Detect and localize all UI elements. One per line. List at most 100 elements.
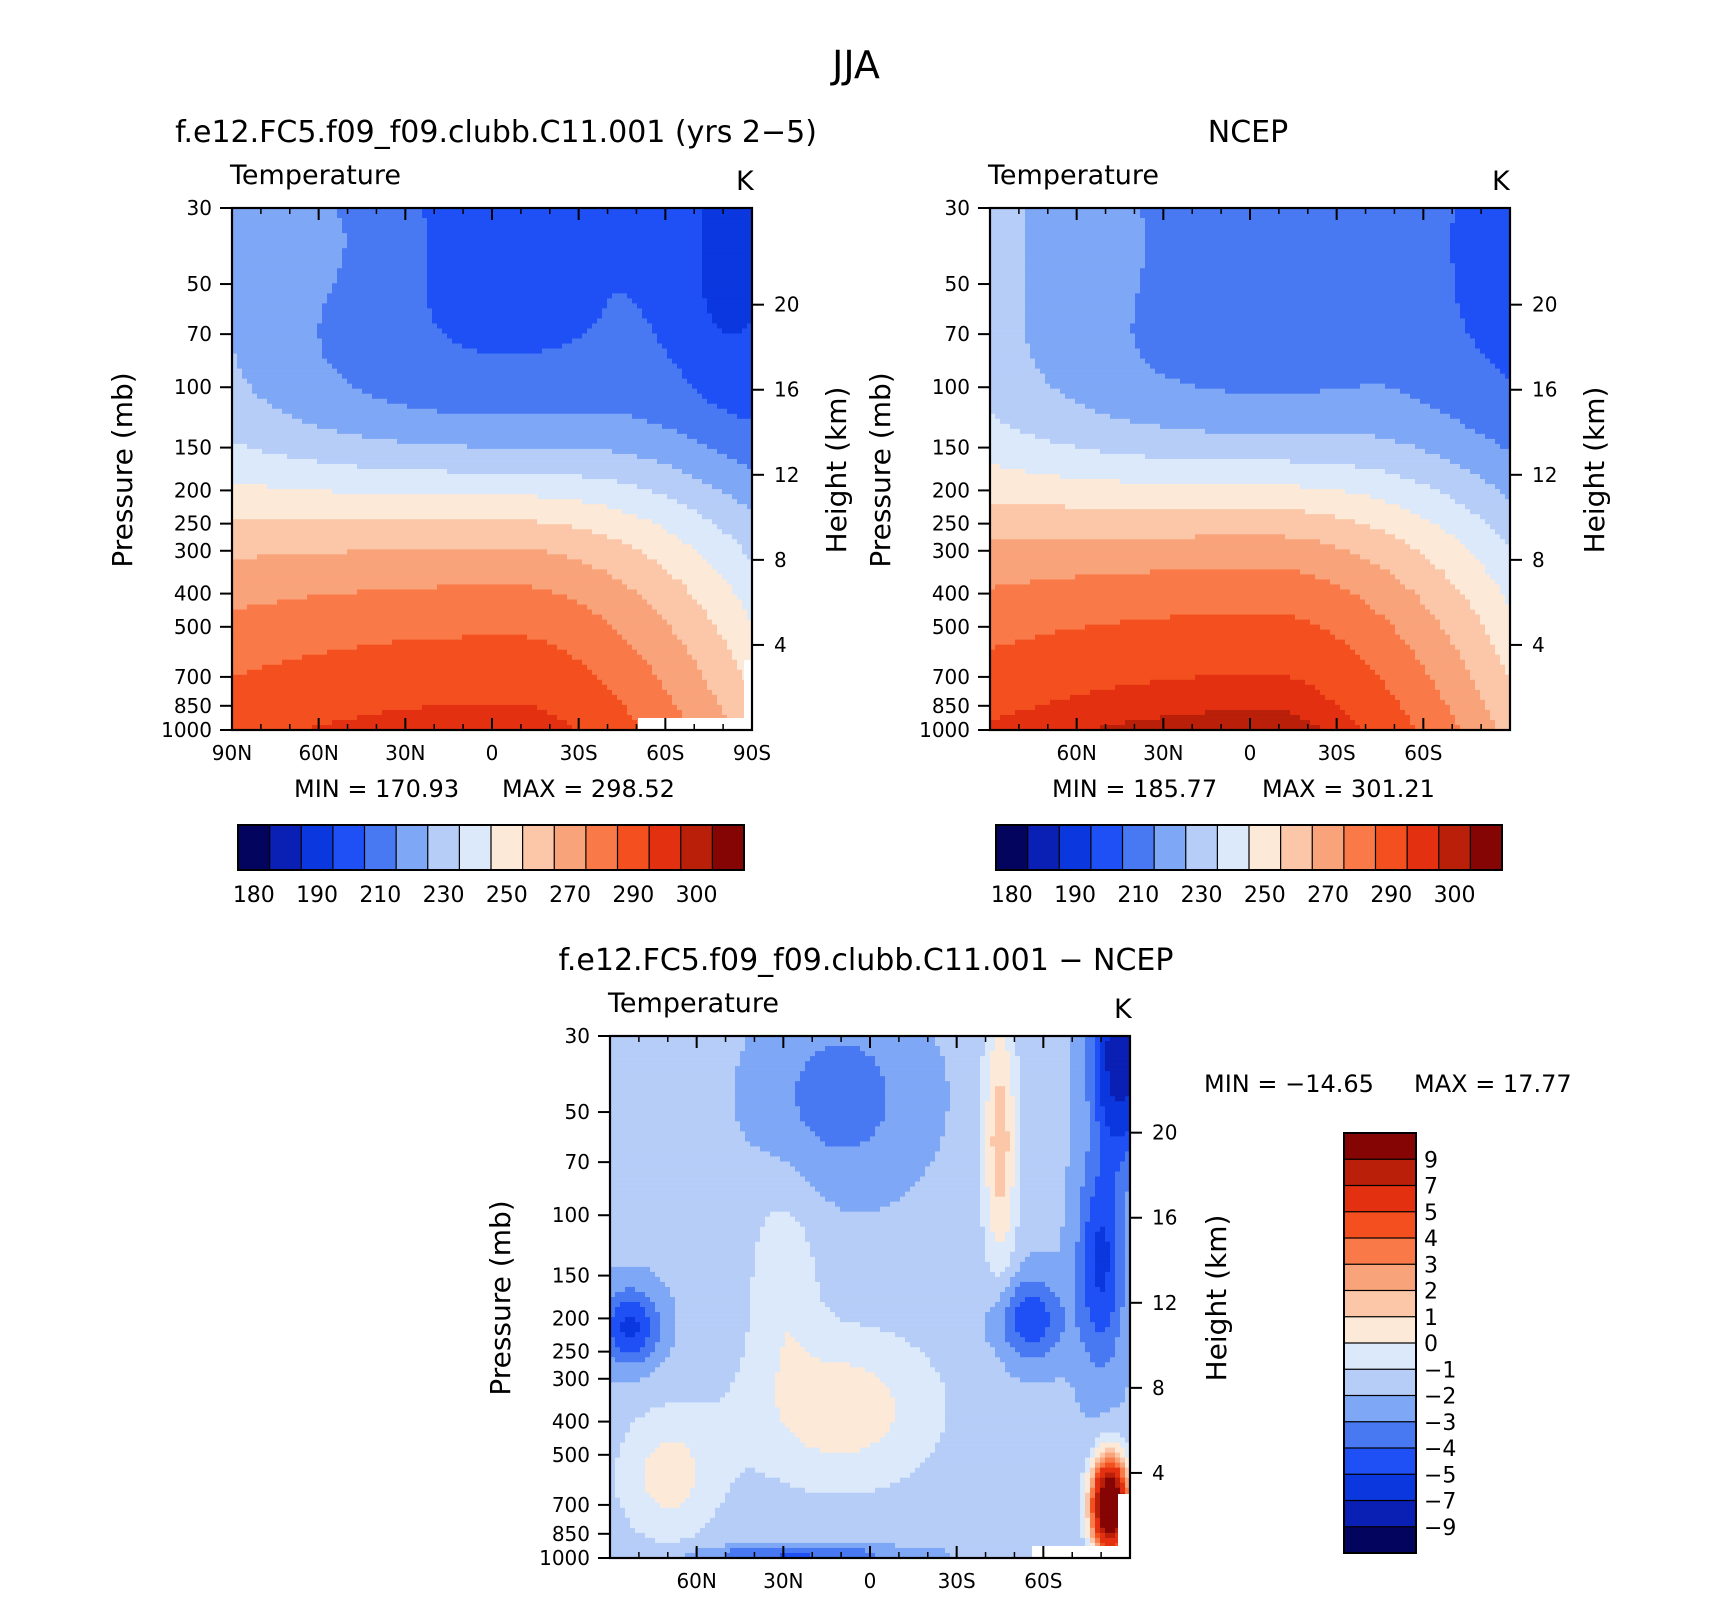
field-cell [707, 303, 753, 309]
field-cell [1125, 1457, 1131, 1464]
field-cell [610, 1146, 761, 1153]
field-cell [610, 1452, 621, 1459]
field-cell [1015, 1051, 1071, 1057]
field-cell [682, 639, 728, 646]
colorbar-swatch [680, 824, 714, 871]
field-cell [995, 1121, 1006, 1127]
field-cell [785, 1342, 801, 1348]
field-cell [1090, 1352, 1116, 1358]
field-cell [1080, 1532, 1086, 1539]
field-cell [1020, 1186, 1066, 1193]
field-cell [1020, 1166, 1066, 1173]
field-cell [1110, 1126, 1131, 1132]
field-cell [737, 499, 753, 505]
field-cell [1095, 1191, 1116, 1198]
field-cell [1025, 258, 1146, 264]
field-cell [990, 704, 1036, 711]
field-cell [1110, 1246, 1116, 1253]
field-cell [1455, 273, 1511, 279]
field-cell [990, 303, 1026, 309]
panel-model-title: f.e12.FC5.f09_f09.clubb.C11.001 (yrs 2−5… [175, 115, 817, 150]
diff-max-label: MAX = 17.77 [1414, 1070, 1572, 1098]
field-cell [1015, 1146, 1021, 1153]
field-cell [642, 594, 693, 601]
field-cell [935, 1447, 1091, 1454]
field-cell [1125, 1281, 1131, 1288]
field-cell [775, 1387, 891, 1393]
field-cell [647, 318, 713, 325]
field-cell [232, 669, 248, 676]
field-cell [1460, 649, 1496, 656]
field-cell [1095, 1091, 1101, 1097]
field-cell [1000, 1271, 1016, 1278]
field-cell [1025, 1297, 1041, 1303]
field-cell [1455, 263, 1511, 269]
field-cell [755, 1246, 811, 1253]
field-cell [1475, 343, 1511, 350]
field-cell [990, 539, 1321, 545]
diff-heatmap [610, 1036, 1131, 1559]
field-cell [1015, 1046, 1071, 1052]
field-cell [990, 378, 1046, 385]
field-cell [607, 534, 678, 540]
field-cell [632, 413, 738, 420]
field-cell [1010, 1076, 1021, 1082]
field-cell [675, 1297, 751, 1303]
field-cell [660, 1276, 751, 1283]
field-cell [1090, 1487, 1096, 1494]
field-cell [1100, 1096, 1116, 1102]
field-cell [670, 1347, 746, 1353]
field-cell [232, 534, 608, 540]
field-cell [1335, 544, 1411, 550]
field-cell [995, 1116, 1006, 1122]
field-cell [655, 1447, 691, 1454]
field-cell [1005, 1096, 1016, 1102]
field-cell [980, 1061, 991, 1067]
field-cell [1125, 719, 1311, 726]
field-cell [1400, 388, 1511, 395]
field-cell [1100, 1286, 1106, 1293]
field-cell [1090, 1317, 1111, 1323]
y-tick-label: 150 [932, 436, 970, 460]
field-cell [945, 1116, 981, 1122]
field-cell [362, 433, 688, 440]
ncep-axes: 60N 30N 0 30S 60S305070100150200250300400500… [919, 196, 1557, 765]
field-cell [1120, 1452, 1126, 1459]
field-cell [1075, 1281, 1086, 1288]
field-cell [945, 1427, 1131, 1434]
field-cell [1350, 589, 1416, 596]
field-cell [990, 669, 1376, 676]
field-cell [1095, 1176, 1116, 1183]
field-cell [1005, 1116, 1016, 1122]
field-cell [815, 1276, 1011, 1283]
field-cell [890, 1387, 946, 1393]
field-cell [1485, 433, 1511, 440]
field-cell [1450, 579, 1496, 586]
field-cell [950, 1086, 981, 1092]
field-cell [990, 238, 1026, 244]
field-cell [1420, 599, 1471, 606]
field-cell [920, 1176, 981, 1183]
field-cell [620, 1452, 651, 1459]
field-cell [620, 1327, 641, 1333]
field-cell [702, 554, 748, 560]
field-cell [990, 639, 1016, 646]
field-cell [427, 228, 703, 234]
season-title: JJA [830, 43, 880, 87]
field-cell [1145, 223, 1451, 229]
field-cell [990, 298, 1026, 304]
field-cell [232, 298, 328, 304]
field-cell [1100, 1071, 1111, 1077]
field-cell [747, 323, 753, 330]
colorbar-swatch [1343, 1184, 1417, 1213]
field-cell [1505, 373, 1511, 380]
field-cell [1455, 208, 1511, 214]
field-cell [1115, 1186, 1131, 1193]
field-cell [702, 218, 753, 224]
field-cell [747, 554, 753, 560]
field-cell [1030, 1251, 1076, 1258]
field-cell [342, 218, 428, 224]
field-cell [990, 554, 1361, 560]
field-cell [610, 1276, 661, 1283]
field-cell [985, 1161, 996, 1168]
